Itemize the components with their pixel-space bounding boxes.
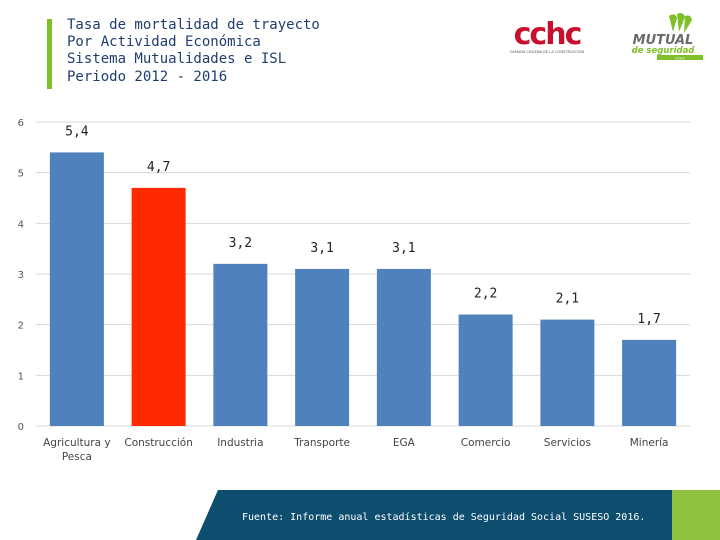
y-tick-label: 3 xyxy=(18,270,24,281)
bar xyxy=(49,152,104,426)
y-tick-label: 4 xyxy=(18,219,24,230)
title-line-1: Tasa de mortalidad de trayecto xyxy=(67,17,320,33)
bar xyxy=(213,263,268,426)
cchc-logo: cchc CAMARA CHILENA DE LA CONSTRUCCION xyxy=(510,17,585,54)
data-label: 5,4 xyxy=(65,124,89,139)
title-line-2: Por Actividad Económica xyxy=(67,34,261,51)
y-tick-label: 6 xyxy=(18,118,24,129)
data-label: 4,7 xyxy=(147,160,170,175)
bar-chart: 0 1 2 3 4 5 6 5,4 Agricultura y Pesca 4,7 Construcc… xyxy=(18,118,690,463)
title-line-4: Periodo 2012 - 2016 xyxy=(67,68,228,85)
mutual-logo: MUTUAL de seguridad CChC xyxy=(632,13,703,60)
mutual-logo-sub: de seguridad xyxy=(632,46,696,56)
x-tick-label-line: Industria xyxy=(217,437,263,449)
x-tick-label: Transporte xyxy=(293,437,350,449)
data-label: 2,2 xyxy=(474,287,497,302)
x-tick-label-line: Transporte xyxy=(293,437,350,449)
footer-bar xyxy=(196,490,672,540)
footer-accent xyxy=(672,490,720,540)
x-tick-label: Minería xyxy=(630,437,669,449)
x-tick-label: Industria xyxy=(217,437,263,449)
y-tick-label: 2 xyxy=(18,321,24,332)
mutual-leaf-icon xyxy=(669,13,692,33)
x-tick-label: Servicios xyxy=(544,437,591,449)
x-tick-label: Agricultura y Pesca xyxy=(43,437,111,463)
chart-title: Tasa de mortalidad de trayecto Por Activ… xyxy=(67,17,320,86)
data-label: 1,7 xyxy=(637,312,660,327)
x-tick-label-line: Comercio xyxy=(461,437,511,449)
x-tick-label-line: Minería xyxy=(630,437,669,449)
x-tick-label: Comercio xyxy=(461,437,511,449)
mutual-tag-strip xyxy=(657,55,703,60)
x-tick-label: EGA xyxy=(393,437,416,449)
cchc-logo-text: cchc xyxy=(514,17,581,52)
title-line-3: Sistema Mutualidades e ISL xyxy=(67,51,287,68)
bar xyxy=(622,339,677,426)
bar xyxy=(295,268,350,426)
data-label: 3,1 xyxy=(310,241,333,256)
x-tick-label-line: Pesca xyxy=(62,451,92,463)
y-tick-label: 1 xyxy=(18,371,24,382)
data-label: 3,1 xyxy=(392,241,415,256)
bar xyxy=(131,187,186,426)
bar xyxy=(540,319,595,426)
cchc-logo-subtext: CAMARA CHILENA DE LA CONSTRUCCION xyxy=(510,50,585,54)
mutual-logo-name: MUTUAL xyxy=(633,33,694,48)
data-label: 2,1 xyxy=(556,292,579,307)
bar xyxy=(458,314,513,426)
x-tick-label: Construcción xyxy=(124,437,193,449)
y-tick-label: 0 xyxy=(18,422,24,433)
y-tick-label: 5 xyxy=(18,169,24,180)
x-tick-label-line: Construcción xyxy=(124,437,193,449)
mutual-logo-tag: CChC xyxy=(675,55,686,60)
title-accent-bar xyxy=(47,19,52,89)
x-tick-label-line: EGA xyxy=(393,437,416,449)
x-tick-label-line: Agricultura y xyxy=(43,437,111,449)
bar xyxy=(376,268,431,426)
x-tick-label-line: Servicios xyxy=(544,437,591,449)
source-note: Fuente: Informe anual estadísticas de Se… xyxy=(242,512,646,523)
data-label: 3,2 xyxy=(229,236,252,251)
